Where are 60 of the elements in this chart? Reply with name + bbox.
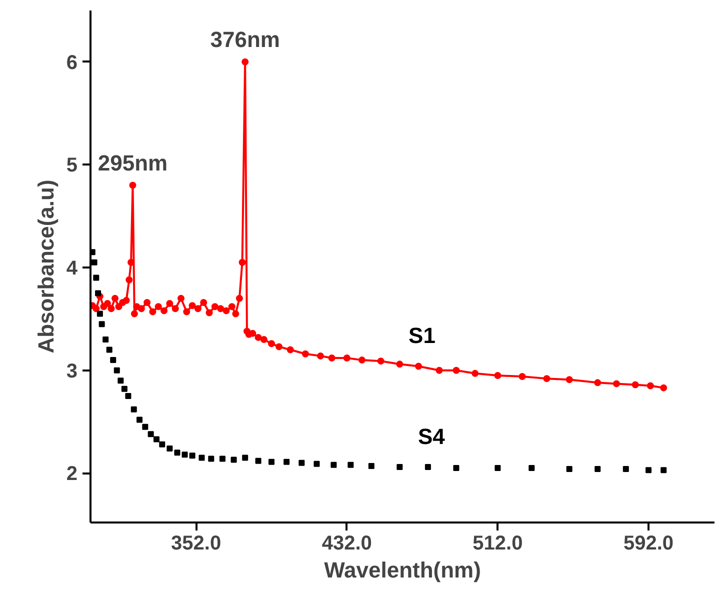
point (182, 452, 188, 458)
point (118, 378, 124, 384)
point (166, 445, 173, 452)
point (114, 367, 120, 374)
point (219, 456, 226, 462)
point (453, 465, 460, 472)
y-tick-label: 5 (66, 154, 78, 177)
point (268, 458, 274, 465)
point (298, 460, 305, 466)
point (189, 452, 196, 459)
y-tick-label: 3 (66, 360, 78, 382)
point (91, 259, 98, 266)
point (110, 357, 116, 364)
point (330, 462, 337, 468)
point (348, 462, 354, 468)
annotation: 376nm (210, 26, 280, 52)
series-label: S1 (408, 323, 436, 348)
point (494, 465, 501, 472)
point (242, 454, 248, 461)
x-axis-title: Wavelenth(nm) (324, 558, 481, 582)
point (622, 466, 629, 472)
series-label: S4 (418, 424, 446, 449)
x-tick-label: 432.0 (322, 532, 372, 554)
y-tick-label: 4 (66, 258, 78, 280)
point (106, 346, 112, 353)
point (566, 466, 572, 472)
point (314, 460, 320, 467)
point (130, 406, 137, 412)
point (125, 393, 132, 400)
point (660, 467, 667, 474)
point (368, 462, 374, 469)
point (594, 466, 601, 472)
y-axis-title: Absorbance(a.u) (33, 180, 58, 354)
y-tick-label: 2 (66, 463, 78, 486)
point (153, 436, 160, 442)
point (646, 467, 652, 474)
point (230, 456, 237, 463)
x-tick-label: 512.0 (472, 532, 523, 554)
point (208, 456, 214, 462)
x-tick-label: 592.0 (623, 532, 674, 554)
point (142, 424, 148, 430)
point (148, 431, 154, 438)
point (121, 386, 128, 392)
point (424, 464, 431, 470)
point (98, 321, 105, 328)
x-tick-label: 352.0 (171, 532, 222, 554)
y-tick-label: 6 (66, 52, 78, 74)
point (136, 416, 143, 423)
point (198, 454, 205, 461)
point (159, 441, 166, 448)
point (396, 464, 403, 470)
annotation: 295nm (98, 150, 168, 176)
point (93, 274, 100, 281)
point (174, 450, 180, 456)
point (528, 465, 535, 472)
point (102, 336, 109, 342)
point (95, 290, 102, 296)
point (255, 458, 262, 464)
point (284, 458, 290, 465)
point (96, 310, 103, 317)
